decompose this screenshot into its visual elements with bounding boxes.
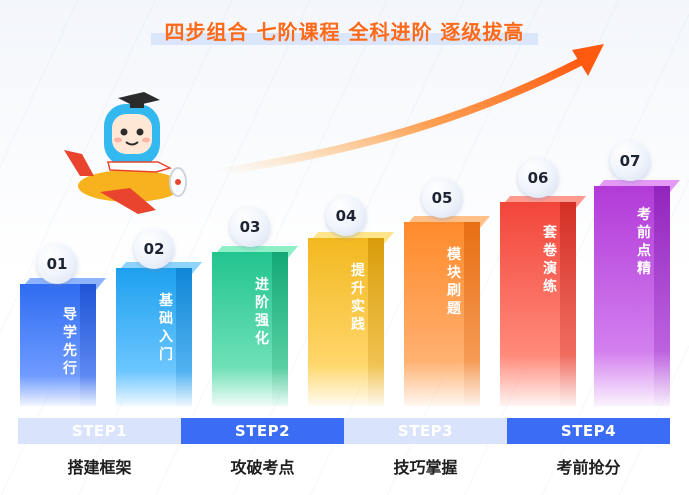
bar-number-06: 06 <box>518 158 558 198</box>
headline-text: 四步组合 七阶课程 全科进阶 逐级拔高 <box>150 14 539 49</box>
step-caption-2: 攻破考点 <box>230 458 295 477</box>
mascot-airplane-icon <box>64 92 187 214</box>
bar-number-05: 05 <box>422 178 462 218</box>
step-caption-4: 考前抢分 <box>556 458 621 477</box>
step-captions: 搭建框架 攻破考点 技巧掌握 考前抢分 <box>18 454 670 478</box>
bar-number-07: 07 <box>610 141 650 181</box>
bar-label: 套卷演练 <box>543 225 557 295</box>
bar-label: 提升实践 <box>351 263 365 333</box>
bar-number-03: 03 <box>230 207 270 247</box>
step-caption-1: 搭建框架 <box>67 458 132 477</box>
step-3: STEP3 <box>344 418 507 444</box>
steps-row: STEP1 STEP2 STEP3 STEP4 <box>18 418 670 444</box>
step-4: STEP4 <box>507 418 670 444</box>
bar-number-01: 01 <box>37 244 77 284</box>
bar-number-04: 04 <box>326 196 366 236</box>
bar-label: 导学先行 <box>63 307 77 377</box>
step-caption-3: 技巧掌握 <box>393 458 458 477</box>
bar-label: 进阶强化 <box>255 277 269 347</box>
bar-label: 模块刷题 <box>447 247 461 317</box>
bar-label: 基础入门 <box>159 293 173 363</box>
step-1: STEP1 <box>18 418 181 444</box>
step-2: STEP2 <box>181 418 344 444</box>
headline: 四步组合 七阶课程 全科进阶 逐级拔高 <box>0 14 689 49</box>
bar-label: 考前点精 <box>637 207 651 277</box>
bar-number-02: 02 <box>134 229 174 269</box>
